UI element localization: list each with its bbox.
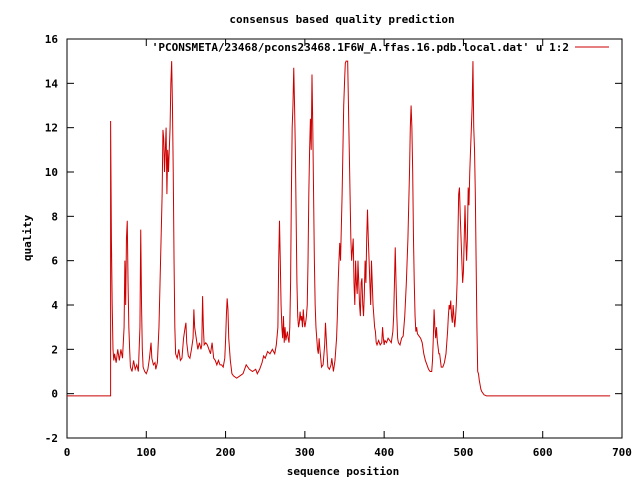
y-tick-label: 4 [51, 299, 58, 312]
y-tick-label: 0 [51, 388, 58, 401]
series-layer [67, 60, 611, 397]
legend-label: 'PCONSMETA/23468/pcons23468.1F6W_A.ffas.… [152, 41, 569, 54]
x-tick-label: 600 [533, 446, 553, 459]
x-tick-label: 100 [136, 446, 156, 459]
plot-frame [66, 38, 623, 439]
x-tick-label: 500 [453, 446, 473, 459]
x-tick-label: 200 [216, 446, 236, 459]
x-tick-label: 0 [64, 446, 71, 459]
y-tick-label: 10 [45, 166, 58, 179]
chart-title: consensus based quality prediction [229, 13, 454, 26]
y-tick-label: 14 [45, 77, 59, 90]
y-axis-label: quality [21, 214, 34, 261]
y-tick-label: 6 [51, 255, 58, 268]
legend: 'PCONSMETA/23468/pcons23468.1F6W_A.ffas.… [152, 41, 609, 54]
x-axis-label: sequence position [287, 465, 400, 478]
series-line-0 [67, 60, 611, 397]
y-tick-label: 2 [51, 343, 58, 356]
y-tick-label: 16 [45, 33, 59, 46]
y-tick-label: 12 [45, 122, 58, 135]
x-tick-label: 300 [295, 446, 315, 459]
y-tick-label: -2 [45, 432, 58, 445]
axis-ticks: 0 100 200 300 400 500 600 700 -2 0 2 4 6 8 10 12 14 16 [45, 33, 632, 459]
x-tick-label: 400 [374, 446, 394, 459]
x-tick-label: 700 [612, 446, 632, 459]
y-tick-label: 8 [51, 210, 58, 223]
